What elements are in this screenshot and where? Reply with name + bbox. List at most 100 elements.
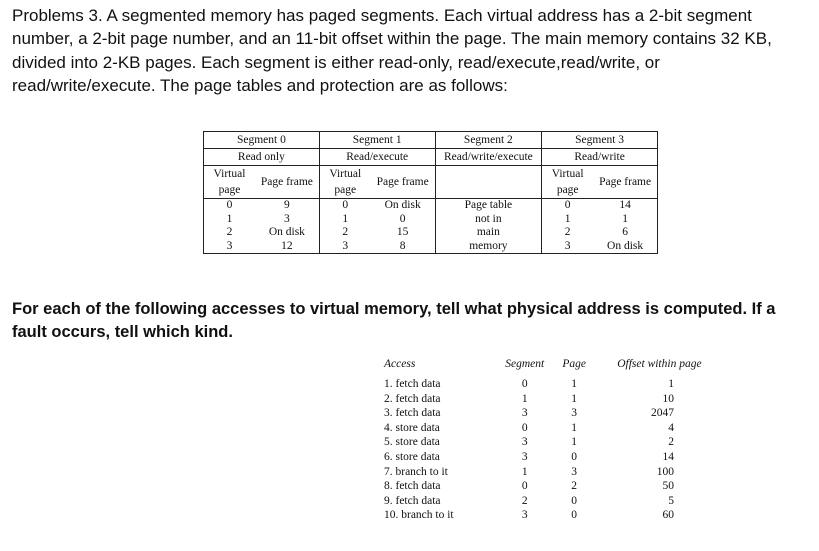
segment-note: main — [434, 226, 542, 240]
access-row: 2. fetch data 1 1 10 — [384, 392, 726, 407]
offset: 100 — [656, 465, 674, 478]
virtual-page-header: Virtual page — [541, 165, 594, 199]
page-frame-header: Page frame — [370, 165, 436, 199]
virtual-page: 2 — [226, 226, 233, 238]
offset: 10 — [662, 392, 675, 405]
offset: 1 — [668, 378, 674, 390]
segment: 0 — [521, 480, 528, 493]
access-type: 9. fetch data — [384, 494, 441, 507]
page-frame: On disk — [384, 199, 421, 211]
page-frame-header: Page frame — [255, 165, 320, 199]
page: 1 — [571, 378, 577, 390]
page-frame: On disk — [268, 226, 305, 238]
segment-note: memory — [434, 239, 542, 254]
problem-statement: Problems 3. A segmented memory has paged… — [12, 6, 772, 96]
access-row: 7. branch to it 1 3 100 — [384, 465, 726, 480]
offset: 5 — [668, 494, 674, 507]
access-row: 6. store data 3 0 14 — [384, 450, 726, 465]
page-table-row: 3 12 3 8 memory 3 On disk — [204, 239, 658, 254]
column-header: Page — [562, 358, 586, 370]
page: 1 — [571, 392, 577, 405]
access-type: 2. fetch data — [384, 392, 441, 405]
offset: 14 — [662, 450, 675, 463]
access-type: 7. branch to it — [384, 465, 448, 478]
segment-note: Page table — [434, 198, 542, 213]
segment: 0 — [521, 378, 528, 390]
virtual-page: 1 — [226, 212, 233, 225]
offset: 2047 — [651, 407, 674, 420]
access-row: 9. fetch data 2 0 5 — [384, 494, 726, 509]
virtual-page: 2 — [541, 226, 594, 240]
segment-name: Segment 1 — [318, 131, 436, 149]
page: 1 — [571, 421, 577, 434]
segment-name: Segment 2 — [434, 131, 542, 149]
access-type: 8. fetch data — [384, 480, 441, 493]
page: 0 — [571, 450, 577, 463]
virtual-page: 1 — [541, 212, 594, 226]
page-table-row: 2 On disk 2 15 main 2 6 — [204, 226, 658, 240]
virtual-page: 0 — [226, 199, 233, 211]
page-frame: 6 — [622, 226, 628, 238]
segment-name: Segment 0 — [203, 131, 320, 149]
segment: 2 — [521, 494, 528, 507]
access-type: 1. fetch data — [384, 378, 441, 390]
access-row: 3. fetch data 3 3 2047 — [384, 406, 726, 421]
empty-header — [434, 165, 542, 199]
virtual-page: 3 — [318, 239, 371, 254]
page: 1 — [571, 436, 577, 449]
access-row: 5. store data 3 1 2 — [384, 435, 726, 450]
virtual-page: 3 — [541, 239, 594, 254]
access-row: 1. fetch data 0 1 1 — [384, 377, 726, 392]
access-table: Access Segment Page Offset within page 1. f… — [384, 357, 726, 523]
segment: 3 — [521, 450, 528, 463]
page: 2 — [571, 480, 577, 493]
page-frame: 14 — [619, 199, 631, 211]
page: 0 — [571, 509, 577, 522]
question-text: For each of the following accesses to vi… — [12, 300, 776, 341]
page-table-row: 1 3 1 0 not in 1 1 — [204, 212, 658, 226]
virtual-page: 2 — [318, 226, 371, 240]
page-frame: 0 — [399, 212, 406, 225]
page-frame: 1 — [622, 212, 628, 225]
segment-protection: Read/write/execute — [434, 148, 542, 166]
segment: 3 — [521, 407, 528, 420]
access-type: 5. store data — [384, 436, 440, 449]
page-table-row: 0 9 0 On disk Page table 0 14 — [204, 198, 658, 213]
page-frame: 3 — [284, 212, 290, 225]
virtual-page: 0 — [318, 198, 371, 213]
page-frame: 12 — [281, 239, 293, 252]
segment: 3 — [521, 509, 528, 522]
offset: 60 — [662, 509, 675, 522]
access-type: 4. store data — [384, 421, 440, 434]
column-header: Segment — [505, 358, 545, 370]
segment: 3 — [521, 436, 528, 449]
segment-page-table: Segment 0 Segment 1 Segment 2 Segment 3 Read… — [203, 131, 658, 254]
offset: 2 — [668, 436, 674, 449]
page-frame: 8 — [399, 239, 406, 252]
access-type: 10. branch to it — [384, 509, 454, 522]
access-type: 3. fetch data — [384, 407, 441, 420]
page-frame: 9 — [284, 199, 290, 211]
segment: 1 — [521, 465, 528, 478]
page-frame: 15 — [396, 226, 409, 238]
column-header: Access — [384, 358, 416, 370]
virtual-page-header: Virtual page — [318, 165, 371, 199]
segment-name: Segment 3 — [541, 131, 658, 149]
segment: 1 — [521, 392, 528, 405]
offset: 4 — [668, 421, 674, 434]
page: 3 — [571, 407, 577, 420]
page-frame: On disk — [607, 239, 644, 252]
virtual-page: 1 — [318, 212, 371, 226]
page: 0 — [571, 494, 577, 507]
segment-protection: Read only — [203, 148, 320, 166]
page: 3 — [571, 465, 577, 478]
offset: 50 — [662, 480, 675, 493]
virtual-page: 0 — [541, 198, 594, 213]
access-row: 10. branch to it 3 0 60 — [384, 508, 726, 523]
segment-protection: Read/write — [541, 148, 658, 166]
page-frame-header: Page frame — [593, 165, 658, 199]
access-row: 4. store data 0 1 4 — [384, 421, 726, 436]
access-type: 6. store data — [384, 450, 440, 463]
column-header: Offset within page — [617, 358, 702, 370]
segment-protection: Read/execute — [318, 148, 436, 166]
